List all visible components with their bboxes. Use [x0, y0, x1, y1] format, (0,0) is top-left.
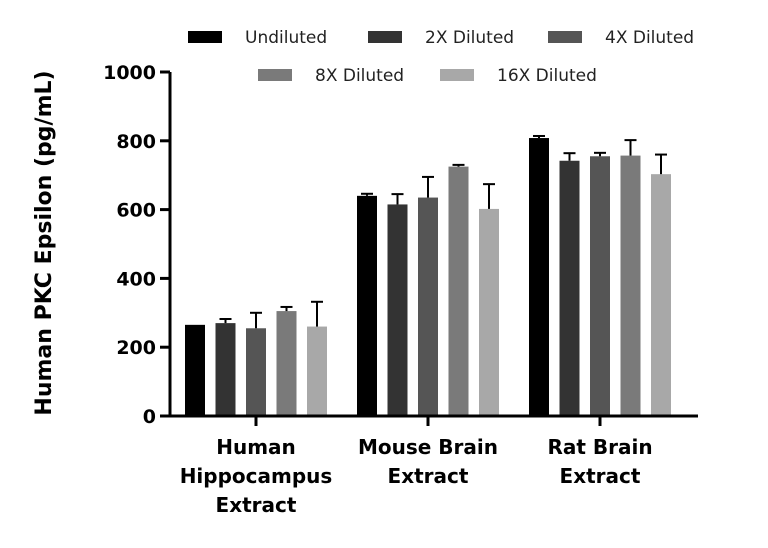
bar: [651, 174, 671, 416]
y-tick-label: 0: [143, 406, 156, 428]
y-tick-label: 400: [116, 268, 156, 290]
legend-item: 4X Diluted: [548, 28, 694, 48]
bar: [529, 138, 549, 416]
legend-item: Undiluted: [188, 28, 327, 48]
bar: [246, 328, 266, 416]
bar: [215, 323, 236, 416]
y-tick-label: 200: [116, 337, 156, 359]
x-axis: Human Hippocampus Extract Mouse Brain Extrac…: [168, 414, 698, 517]
bar: [418, 197, 438, 416]
legend-label: 2X Diluted: [425, 28, 514, 48]
legend-swatch: [188, 31, 222, 43]
y-axis: 0 200 400 600 800 1000: [103, 62, 172, 428]
y-tick-label: 800: [116, 131, 156, 153]
legend-item: 8X Diluted: [258, 66, 404, 86]
y-axis-title: Human PKC Epsilon (pg/mL): [32, 70, 57, 415]
x-tick-label: Human Hippocampus Extract: [180, 435, 333, 517]
bar: [559, 160, 580, 416]
legend-item: 16X Diluted: [440, 66, 597, 86]
bar: [620, 155, 641, 417]
x-tick-label: Rat Brain Extract: [547, 435, 652, 488]
legend-swatch: [258, 69, 292, 81]
bar: [185, 324, 205, 416]
bars: [185, 134, 671, 417]
legend-swatch: [548, 31, 582, 43]
y-tick-label: 600: [116, 200, 156, 222]
bar: [307, 326, 327, 416]
legend-label: Undiluted: [245, 28, 327, 48]
bar: [479, 208, 499, 416]
legend-swatch: [440, 69, 474, 81]
legend: Undiluted 2X Diluted 4X Diluted 8X Diluted 1…: [188, 28, 694, 86]
legend-label: 8X Diluted: [315, 66, 404, 86]
y-tick-label: 1000: [103, 62, 156, 84]
legend-label: 16X Diluted: [497, 66, 597, 86]
bar: [387, 204, 408, 416]
bar: [357, 195, 377, 416]
legend-label: 4X Diluted: [605, 28, 694, 48]
legend-item: 2X Diluted: [368, 28, 514, 48]
legend-swatch: [368, 31, 402, 43]
bar: [590, 156, 610, 416]
x-tick-label: Mouse Brain Extract: [358, 435, 498, 488]
bar: [448, 166, 469, 416]
bar: [276, 311, 297, 416]
